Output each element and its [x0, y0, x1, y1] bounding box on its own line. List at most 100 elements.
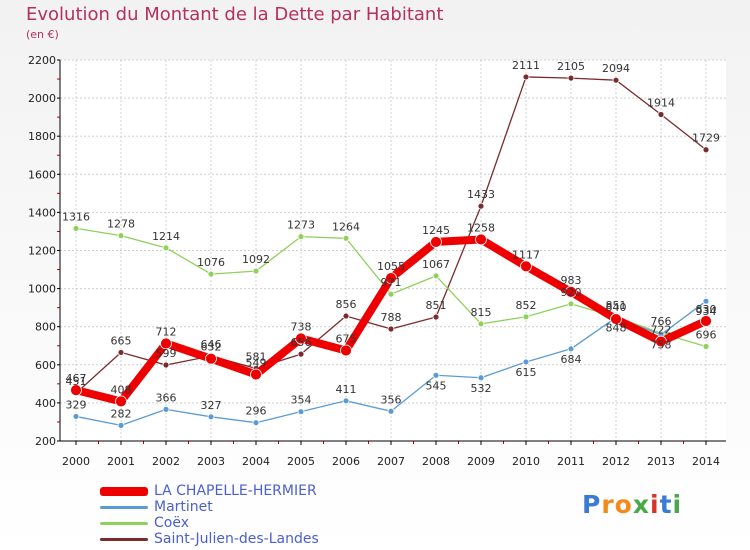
data-label: 2094	[602, 62, 630, 75]
data-point	[295, 332, 307, 345]
legend-item-saint-julien-des-landes[interactable]: Saint-Julien-des-Landes	[100, 531, 319, 547]
data-label: 983	[561, 274, 582, 287]
data-point	[610, 313, 622, 325]
data-label: 411	[336, 383, 357, 396]
data-label: 296	[246, 405, 267, 418]
data-label: 1067	[422, 258, 450, 271]
x-tick-label: 2002	[152, 455, 180, 468]
legend-swatch	[100, 521, 148, 525]
logo-letter: o	[614, 490, 633, 519]
x-tick-label: 2012	[602, 455, 630, 468]
legend-item-martinet[interactable]: Martinet	[100, 499, 213, 515]
data-label: 1273	[287, 219, 315, 232]
data-label: 1914	[647, 96, 675, 109]
x-tick-label: 2000	[62, 455, 90, 468]
data-point	[160, 337, 172, 350]
data-point	[342, 312, 350, 320]
data-label: 738	[291, 321, 312, 334]
legend-label: Saint-Julien-des-Landes	[154, 531, 319, 547]
data-point	[522, 73, 530, 81]
data-label: 675	[336, 333, 357, 346]
data-label: 684	[561, 353, 582, 366]
logo-letter: i	[672, 490, 683, 519]
data-label: 656	[291, 336, 312, 349]
data-point	[297, 408, 305, 416]
legend-item-la-chapelle-hermier[interactable]: LA CHAPELLE-HERMIER	[100, 483, 317, 499]
x-tick-label: 2009	[467, 455, 495, 468]
data-label: 1316	[62, 210, 90, 223]
data-point	[162, 244, 170, 252]
data-label: 408	[111, 383, 132, 396]
data-point	[340, 344, 352, 357]
data-label: 722	[651, 324, 672, 337]
legend-item-coex[interactable]: Coëx	[100, 515, 189, 531]
data-point	[387, 325, 395, 333]
y-tick-label: 1200	[28, 245, 56, 258]
data-label: 1245	[422, 224, 450, 237]
data-point	[522, 313, 530, 321]
data-label: 1258	[467, 221, 495, 234]
data-label: 1278	[107, 218, 135, 231]
data-label: 549	[246, 357, 267, 370]
data-point	[342, 397, 350, 405]
data-point	[70, 384, 82, 397]
data-point	[520, 260, 532, 273]
data-point	[567, 345, 575, 353]
chart-unit: (en €)	[26, 28, 59, 41]
y-tick-label: 600	[35, 359, 56, 372]
x-tick-label: 2006	[332, 455, 360, 468]
data-label: 545	[426, 379, 447, 392]
chart-title: Evolution du Montant de la Dette par Hab…	[26, 4, 444, 25]
data-label: 1117	[512, 248, 540, 261]
data-label: 1264	[332, 220, 360, 233]
y-tick-label: 1600	[28, 168, 56, 181]
x-tick-label: 2013	[647, 455, 675, 468]
data-point	[250, 368, 262, 381]
x-tick-label: 2004	[242, 455, 270, 468]
data-label: 851	[606, 299, 627, 312]
data-label: 830	[696, 303, 717, 316]
data-point	[657, 111, 665, 118]
logo-letter: P	[582, 490, 602, 519]
data-point	[702, 297, 710, 305]
legend-swatch	[100, 486, 148, 496]
data-point	[477, 320, 485, 328]
data-point	[205, 352, 217, 365]
data-label: 615	[516, 366, 537, 379]
data-point	[655, 335, 667, 348]
logo-letter: i	[650, 490, 660, 519]
legend-label: Coëx	[154, 515, 189, 531]
x-tick-label: 2005	[287, 455, 315, 468]
y-tick-label: 1800	[28, 130, 56, 143]
data-label: 632	[201, 341, 222, 354]
data-label: 1092	[242, 253, 270, 266]
data-label: 1076	[197, 256, 225, 269]
legend-label: LA CHAPELLE-HERMIER	[154, 483, 317, 499]
data-label: 599	[156, 347, 177, 360]
data-label: 1214	[152, 230, 180, 243]
data-label: 2111	[512, 59, 540, 72]
y-tick-label: 1400	[28, 206, 56, 219]
proxiti-logo: Proxiti	[582, 490, 682, 519]
y-tick-label: 2200	[28, 54, 56, 67]
y-tick-label: 400	[35, 397, 56, 410]
data-label: 532	[471, 382, 492, 395]
data-label: 696	[696, 329, 717, 342]
data-point	[252, 419, 260, 427]
data-label: 934	[696, 305, 717, 318]
data-label: 712	[156, 325, 177, 338]
data-point	[117, 232, 125, 240]
data-label: 852	[516, 299, 537, 312]
data-point	[432, 313, 440, 321]
data-point	[252, 267, 260, 275]
data-label: 848	[606, 322, 627, 335]
data-label: 581	[246, 350, 267, 363]
legend-swatch	[100, 505, 148, 509]
data-point	[342, 234, 350, 242]
logo-letter: x	[632, 490, 650, 519]
data-label: 1729	[692, 132, 720, 145]
x-tick-label: 2008	[422, 455, 450, 468]
legend-swatch	[100, 537, 148, 541]
data-point	[700, 315, 712, 327]
data-point	[432, 371, 440, 379]
